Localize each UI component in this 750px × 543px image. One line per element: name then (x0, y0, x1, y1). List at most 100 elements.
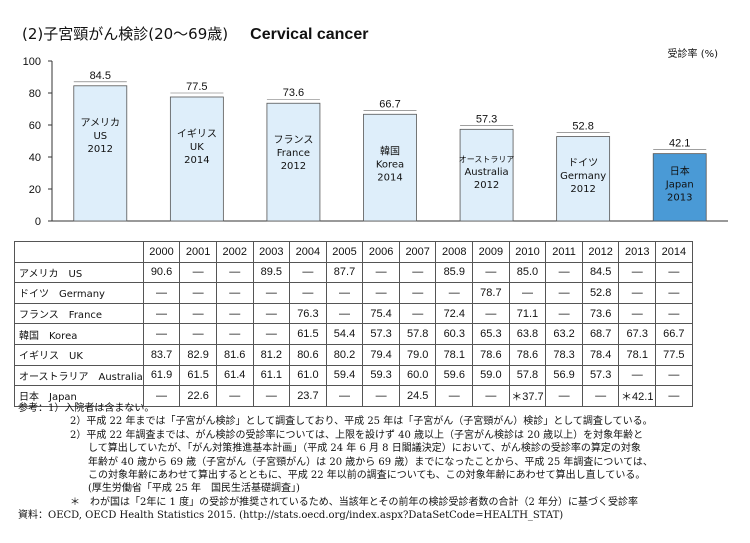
table-cell: ― (142, 385, 181, 407)
year-header-cell: 2002 (215, 241, 254, 263)
table-cell: 78.3 (545, 343, 583, 366)
bar-category-label: 2014 (377, 172, 402, 183)
bar-category-label: 日本 (670, 164, 690, 177)
year-header-cell: 2006 (362, 241, 400, 263)
year-header-cell: 2008 (435, 241, 474, 263)
bar (363, 113, 417, 222)
table-cell: 87.7 (325, 261, 364, 284)
table-cell: ― (655, 261, 693, 284)
year-header-row: 2000 2001 2002 2003 2004 2005 2006 2007 2008 2009… (14, 241, 693, 263)
table-cell: 71.1 (508, 302, 547, 325)
bar (556, 136, 611, 222)
bar-category-label: US (93, 131, 107, 142)
table-cell: 77.5 (655, 343, 693, 366)
year-header-cell: 2001 (179, 241, 217, 263)
row-label: 韓国 Korea (14, 323, 144, 345)
table-cell: 75.4 (362, 302, 400, 325)
year-header-cell: 2010 (508, 241, 547, 263)
bar-category-label: ドイツ (568, 158, 598, 169)
bar-value-label: 52.8 (572, 121, 593, 133)
table-cell: ― (435, 282, 474, 304)
y-tick-label: 60 (29, 120, 41, 132)
bar-category-label: 2014 (184, 155, 209, 166)
table-cell: ― (508, 282, 547, 304)
table-cell: 57.3 (362, 323, 400, 345)
table-cell: ― (142, 323, 181, 345)
year-header-cell: 2011 (545, 241, 583, 263)
table-cell: 23.7 (289, 385, 327, 407)
bar-category-label: 2012 (474, 180, 499, 191)
bar (169, 96, 224, 222)
table-cell: ― (362, 261, 400, 284)
bar-category-label: Japan (665, 179, 694, 190)
table-cell: ― (252, 282, 291, 304)
table-cell: ― (142, 282, 181, 304)
table-cell: 81.6 (215, 343, 254, 366)
table-cell: 82.9 (179, 343, 217, 366)
y-tick-label: 100 (23, 56, 41, 68)
table-cell: 85.9 (435, 261, 474, 284)
table-cell: ― (545, 261, 583, 284)
table-cell: ＊37.7 (508, 385, 547, 407)
table-cell: ― (289, 282, 327, 304)
table-cell: 63.2 (545, 323, 583, 345)
year-header-cell: 2013 (618, 241, 657, 263)
table-cell: 59.3 (362, 364, 400, 387)
bar-value-label: 77.5 (186, 81, 207, 93)
row-label: イギリス UK (14, 343, 144, 366)
table-cell: ― (215, 302, 254, 325)
table-cell: ― (252, 323, 291, 345)
table-cell: 61.0 (289, 364, 327, 387)
table-cell: ― (215, 323, 254, 345)
table-cell: ― (179, 261, 217, 284)
table-cell: 67.3 (618, 323, 657, 345)
table-cell: ― (655, 385, 693, 407)
table-cell: 80.2 (325, 343, 364, 366)
table-row: アメリカ US 90.6 ― ― 89.5 ― 87.7 ― ― 85.9 ― 85.0 ― 84.5 ― ― (14, 261, 693, 284)
bar-category-label: Germany (560, 171, 606, 182)
bar-category-label: Korea (376, 159, 404, 170)
bar-category-label: オーストラリア (459, 155, 515, 164)
bar-category-label: 2013 (667, 192, 692, 203)
table-cell: 76.3 (289, 302, 327, 325)
table-cell: ― (655, 302, 693, 325)
table-cell: ― (618, 364, 657, 387)
note-3-line-4: この対象年齢にあわせて算出するとともに、平成 22 年以前の調査についても、この… (88, 470, 646, 482)
y-tick-label: 40 (29, 152, 41, 164)
bar-category-label: 韓国 (380, 145, 400, 157)
table-cell: 65.3 (472, 323, 510, 345)
bar (73, 85, 128, 222)
table-cell: ― (618, 261, 657, 284)
table-cell: ― (545, 302, 583, 325)
table-row: オーストラリア Australia 61.9 61.5 61.4 61.1 61.0 59.… (14, 364, 693, 387)
table-cell: ― (398, 282, 437, 304)
table-cell: 54.4 (325, 323, 364, 345)
y-tick-label: 20 (29, 184, 41, 196)
table-cell: 79.0 (398, 343, 437, 366)
row-label: オーストラリア Australia (14, 364, 144, 387)
table-cell: 84.5 (581, 261, 620, 284)
table-cell: ― (179, 323, 217, 345)
bar-category-label: Australia (464, 167, 508, 178)
table-corner (14, 241, 144, 263)
year-header-cell: 2000 (142, 241, 181, 263)
row-label: ドイツ Germany (14, 282, 144, 304)
table-cell: ― (142, 302, 181, 325)
table-cell: ― (325, 302, 364, 325)
table-cell: 78.6 (508, 343, 547, 366)
table-cell: 83.7 (142, 343, 181, 366)
table-cell: 78.1 (435, 343, 474, 366)
table-cell: 79.4 (362, 343, 400, 366)
table-cell: ― (179, 282, 217, 304)
table-cell: 61.1 (252, 364, 291, 387)
table-cell: 78.4 (581, 343, 620, 366)
bar (652, 153, 707, 222)
table-row: イギリス UK 83.7 82.9 81.6 81.2 80.6 80.2 79.4 79.0 7… (14, 343, 693, 366)
table-cell: 59.6 (435, 364, 474, 387)
bar (459, 128, 514, 222)
note-3-line-5: (厚生労働省「平成 25 年 国民生活基礎調査」) (88, 483, 300, 495)
bar-category-label: イギリス (177, 128, 217, 140)
note-1: 参考：1）入院者は含まない。 (18, 403, 155, 414)
row-label: フランス France (14, 302, 144, 325)
note-3-line-3: 年齢が 40 歳から 69 歳（子宮がん（子宮頸がん）は 20 歳から 69 歳… (88, 456, 653, 468)
